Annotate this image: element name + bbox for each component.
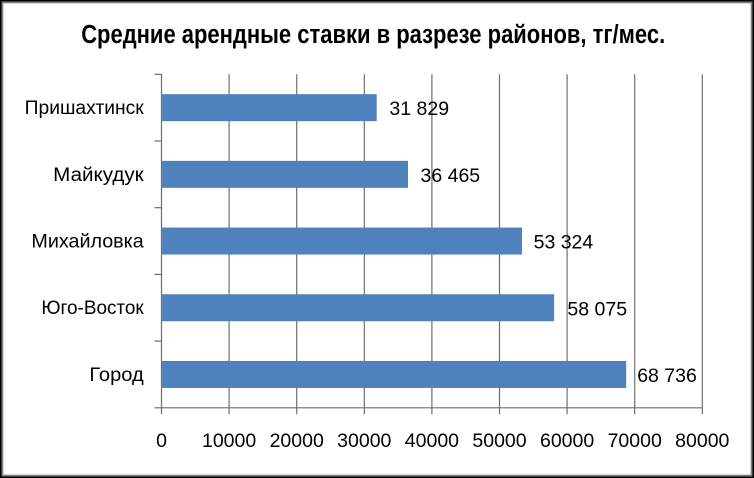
svg-text:Юго-Восток: Юго-Восток — [41, 298, 144, 319]
svg-text:80000: 80000 — [675, 430, 729, 452]
svg-text:20000: 20000 — [270, 430, 324, 452]
svg-text:Город: Город — [89, 365, 143, 386]
svg-text:30000: 30000 — [337, 430, 391, 452]
svg-text:31 829: 31 829 — [389, 98, 449, 120]
svg-text:53 324: 53 324 — [534, 232, 594, 254]
svg-text:60000: 60000 — [540, 430, 594, 452]
svg-text:68 736: 68 736 — [637, 365, 697, 387]
svg-text:58 075: 58 075 — [567, 298, 627, 320]
svg-text:Пришахтинск: Пришахтинск — [25, 98, 145, 119]
svg-text:Майкудук: Майкудук — [53, 165, 144, 186]
svg-text:36 465: 36 465 — [421, 165, 481, 187]
svg-text:10000: 10000 — [202, 430, 256, 452]
svg-text:70000: 70000 — [608, 430, 662, 452]
svg-text:50000: 50000 — [472, 430, 526, 452]
svg-text:Средние арендные ставки в разр: Средние арендные ставки в разрезе районо… — [81, 21, 665, 49]
svg-text:40000: 40000 — [405, 430, 459, 452]
svg-text:0: 0 — [156, 430, 167, 452]
svg-text:Михайловка: Михайловка — [31, 232, 144, 253]
